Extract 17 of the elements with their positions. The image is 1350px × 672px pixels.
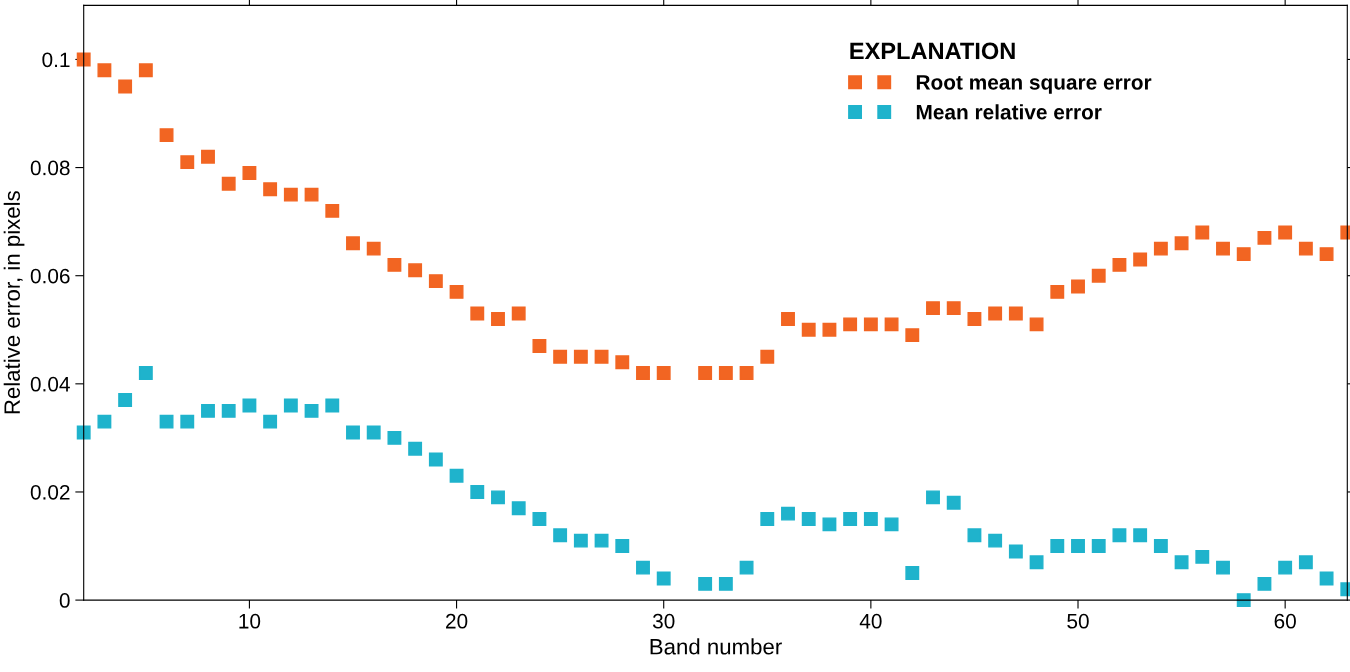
- x-tick-label: 60: [1274, 613, 1296, 629]
- x-tick-label: 10: [239, 613, 261, 629]
- x-tick-label: 30: [652, 613, 675, 629]
- x-tick-label: 50: [1067, 613, 1089, 629]
- y-tick-label: 0.02: [30, 484, 70, 500]
- legend-title: EXPLANATION: [850, 42, 1015, 60]
- y-tick-label: 0.04: [30, 376, 70, 392]
- y-tick-label: 0.06: [30, 268, 70, 284]
- y-tick-label: 0.08: [30, 160, 70, 176]
- legend-label: Root mean square error: [916, 75, 1152, 94]
- y-tick-label: 0: [59, 593, 70, 608]
- legend-label: Mean relative error: [916, 104, 1102, 120]
- y-axis-title: Relative error, in pixels: [3, 191, 25, 414]
- x-tick-label: 40: [859, 613, 882, 629]
- x-axis-title: Band number: [650, 638, 782, 655]
- y-tick-label: 0.1: [42, 52, 70, 68]
- x-tick-label: 20: [446, 613, 468, 629]
